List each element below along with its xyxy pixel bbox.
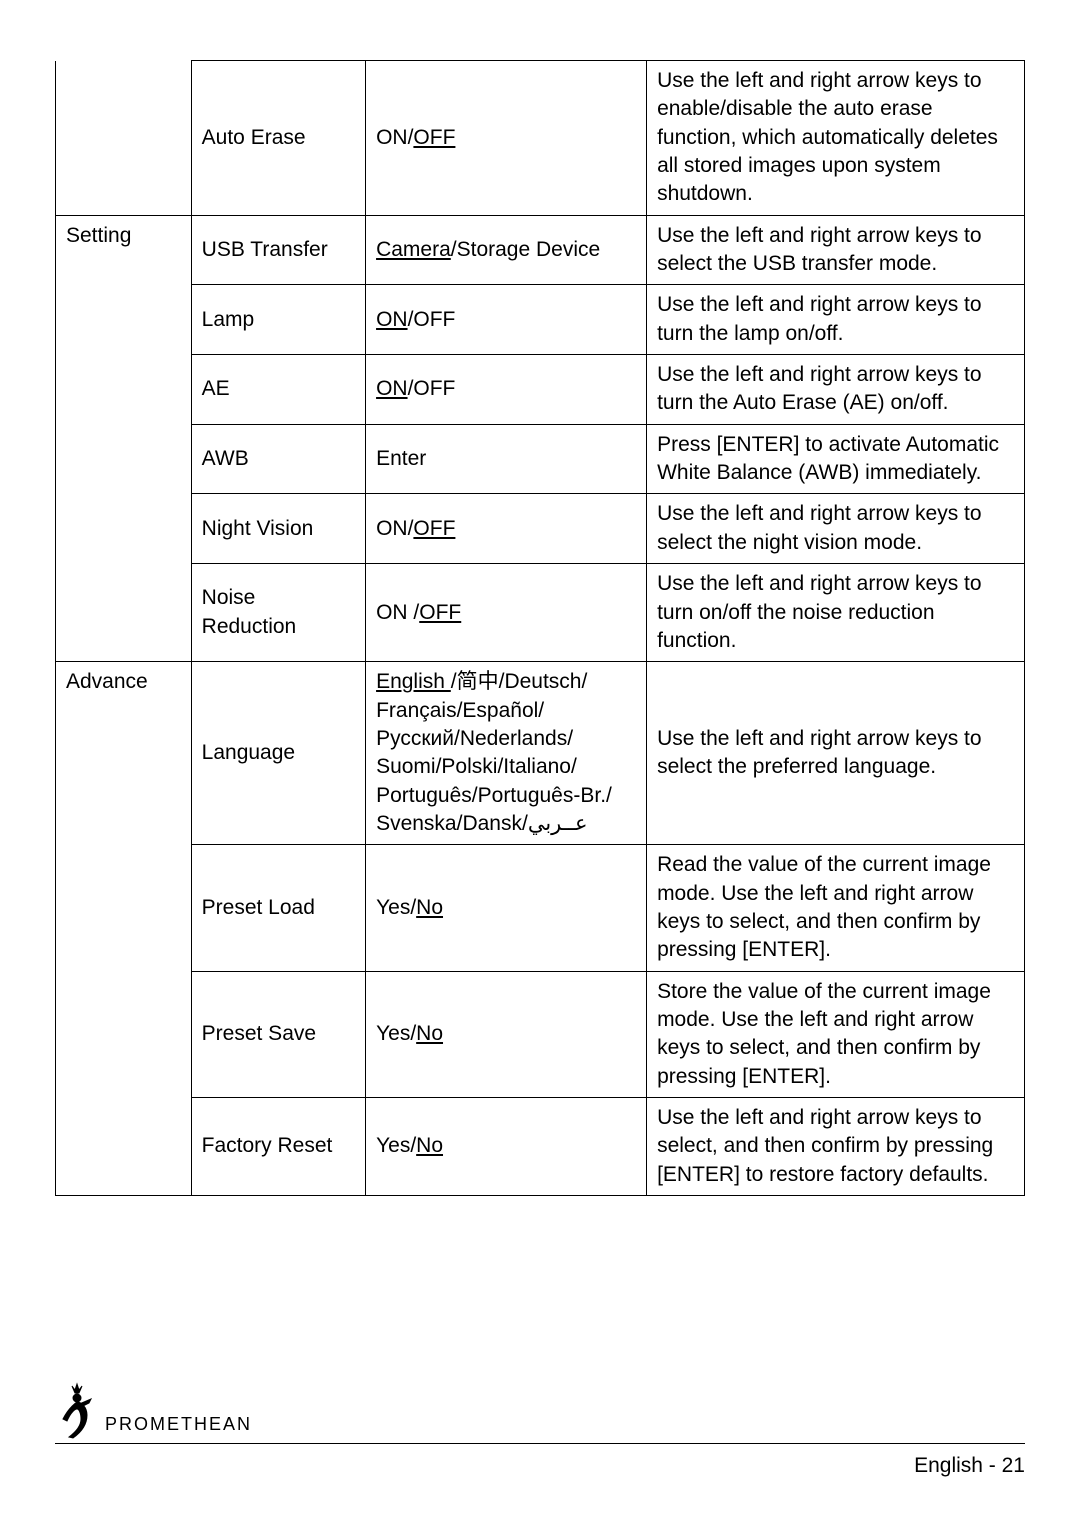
description-cell: Use the left and right arrow keys to sel… bbox=[647, 662, 1025, 845]
value-part: Yes/ bbox=[376, 896, 416, 919]
value-cell: Enter bbox=[366, 424, 647, 494]
item-cell: Preset Load bbox=[191, 845, 365, 971]
table-row: Factory ResetYes/NoUse the left and righ… bbox=[56, 1098, 1025, 1196]
value-part: /简中/Deutsch/ Français/Español/ Русский/N… bbox=[376, 670, 612, 835]
item-cell: Auto Erase bbox=[191, 61, 365, 216]
item-cell: USB Transfer bbox=[191, 215, 365, 285]
description-cell: Use the left and right arrow keys to tur… bbox=[647, 564, 1025, 662]
value-cell: Camera/Storage Device bbox=[366, 215, 647, 285]
page: Auto EraseON/OFFUse the left and right a… bbox=[0, 0, 1080, 1533]
brand-name: PROMETHEAN bbox=[105, 1414, 252, 1439]
value-part: ON / bbox=[376, 601, 419, 624]
value-cell: Yes/No bbox=[366, 845, 647, 971]
table-row: Preset LoadYes/NoRead the value of the c… bbox=[56, 845, 1025, 971]
value-cell: ON/OFF bbox=[366, 494, 647, 564]
brand-logo: PROMETHEAN bbox=[55, 1379, 252, 1439]
settings-table: Auto EraseON/OFFUse the left and right a… bbox=[55, 60, 1025, 1196]
value-cell: ON/OFF bbox=[366, 355, 647, 425]
description-cell: Use the left and right arrow keys to tur… bbox=[647, 355, 1025, 425]
category-cell: Setting bbox=[56, 215, 192, 661]
value-cell: Yes/No bbox=[366, 1098, 647, 1196]
value-part: /OFF bbox=[408, 377, 456, 400]
description-cell: Read the value of the current image mode… bbox=[647, 845, 1025, 971]
value-cell: Yes/No bbox=[366, 971, 647, 1097]
description-cell: Press [ENTER] to activate Automatic Whit… bbox=[647, 424, 1025, 494]
item-cell: Noise Reduction bbox=[191, 564, 365, 662]
table-row: Night VisionON/OFFUse the left and right… bbox=[56, 494, 1025, 564]
description-cell: Use the left and right arrow keys to tur… bbox=[647, 285, 1025, 355]
table-row: SettingUSB TransferCamera/Storage Device… bbox=[56, 215, 1025, 285]
description-cell: Store the value of the current image mod… bbox=[647, 971, 1025, 1097]
table-row: Noise ReductionON /OFFUse the left and r… bbox=[56, 564, 1025, 662]
value-cell: ON/OFF bbox=[366, 61, 647, 216]
footer-rule: PROMETHEAN bbox=[55, 1373, 1025, 1444]
value-part: No bbox=[416, 1134, 443, 1157]
promethean-figure-icon bbox=[55, 1379, 99, 1439]
item-cell: Factory Reset bbox=[191, 1098, 365, 1196]
value-part: Yes/ bbox=[376, 1134, 416, 1157]
item-cell: Night Vision bbox=[191, 494, 365, 564]
category-cell: Advance bbox=[56, 662, 192, 1196]
value-part: ON bbox=[376, 308, 408, 331]
table-row: AdvanceLanguageEnglish /简中/Deutsch/ Fran… bbox=[56, 662, 1025, 845]
description-cell: Use the left and right arrow keys to ena… bbox=[647, 61, 1025, 216]
value-part: Yes/ bbox=[376, 1022, 416, 1045]
value-part: ON bbox=[376, 377, 408, 400]
value-part: OFF bbox=[419, 601, 461, 624]
item-cell: Lamp bbox=[191, 285, 365, 355]
value-part: English bbox=[376, 670, 451, 693]
table-row: Preset SaveYes/NoStore the value of the … bbox=[56, 971, 1025, 1097]
value-cell: ON/OFF bbox=[366, 285, 647, 355]
item-cell: AWB bbox=[191, 424, 365, 494]
description-cell: Use the left and right arrow keys to sel… bbox=[647, 1098, 1025, 1196]
value-part: ON/ bbox=[376, 126, 413, 149]
item-cell: Preset Save bbox=[191, 971, 365, 1097]
table-row: AEON/OFFUse the left and right arrow key… bbox=[56, 355, 1025, 425]
value-part: No bbox=[416, 1022, 443, 1045]
item-cell: AE bbox=[191, 355, 365, 425]
table-row: Auto EraseON/OFFUse the left and right a… bbox=[56, 61, 1025, 216]
value-part: Enter bbox=[376, 447, 426, 470]
value-part: ON/ bbox=[376, 517, 413, 540]
value-part: No bbox=[416, 896, 443, 919]
item-cell: Language bbox=[191, 662, 365, 845]
table-row: LampON/OFFUse the left and right arrow k… bbox=[56, 285, 1025, 355]
value-part: /Storage Device bbox=[451, 238, 600, 261]
table-row: AWB Enter Press [ENTER] to activate Automa… bbox=[56, 424, 1025, 494]
category-cell bbox=[56, 61, 192, 216]
value-part: /OFF bbox=[408, 308, 456, 331]
page-footer: PROMETHEAN English - 21 bbox=[55, 1373, 1025, 1478]
description-cell: Use the left and right arrow keys to sel… bbox=[647, 494, 1025, 564]
value-cell: English /简中/Deutsch/ Français/Español/ Р… bbox=[366, 662, 647, 845]
value-part: OFF bbox=[413, 126, 455, 149]
value-part: Camera bbox=[376, 238, 451, 261]
description-cell: Use the left and right arrow keys to sel… bbox=[647, 215, 1025, 285]
value-cell: ON /OFF bbox=[366, 564, 647, 662]
page-number: English - 21 bbox=[55, 1444, 1025, 1478]
settings-table-body: Auto EraseON/OFFUse the left and right a… bbox=[56, 61, 1025, 1196]
value-part: OFF bbox=[413, 517, 455, 540]
